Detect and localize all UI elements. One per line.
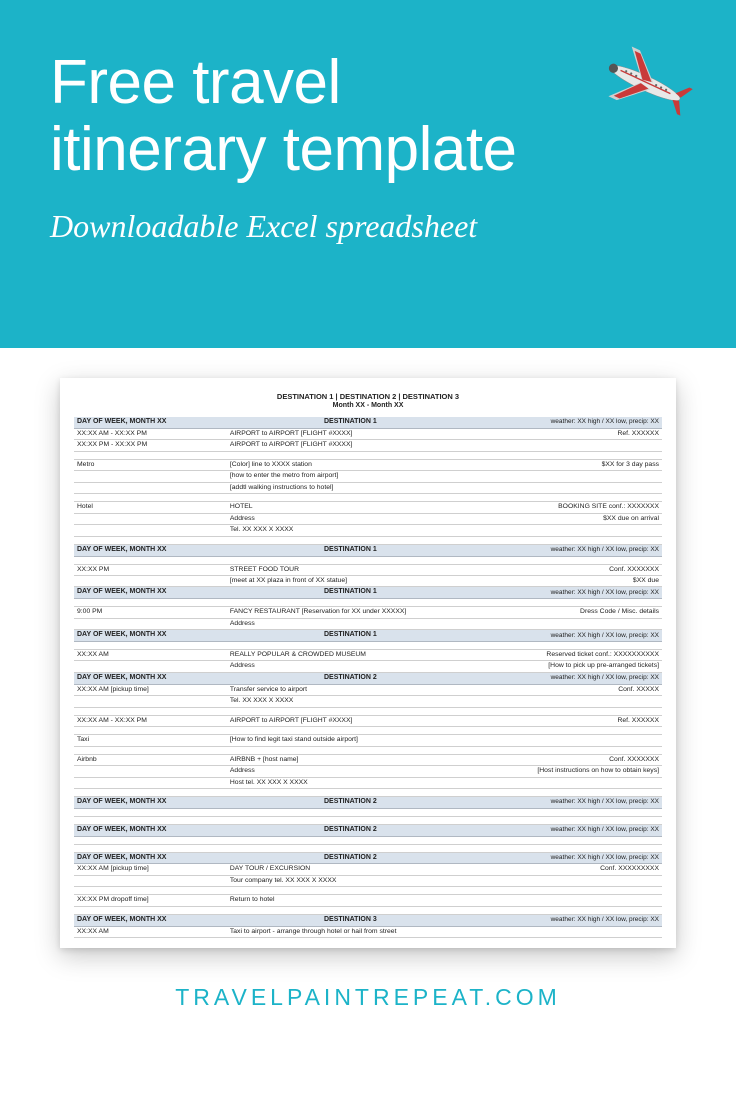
table-row: XX:XX PM dropoff time]Return to hotel (74, 895, 662, 906)
table-row: 9:00 PMFANCY RESTAURANT [Reservation for… (74, 607, 662, 618)
table-row: XX:XX AMREALLY POPULAR & CROWDED MUSEUMR… (74, 649, 662, 660)
table-row (74, 816, 662, 824)
airplane-icon (590, 28, 700, 138)
table-row (74, 789, 662, 797)
spreadsheet-preview: DESTINATION 1 | DESTINATION 2 | DESTINAT… (60, 378, 676, 948)
table-row (74, 707, 662, 715)
table-row (74, 836, 662, 844)
spreadsheet-container: DESTINATION 1 | DESTINATION 2 | DESTINAT… (0, 348, 736, 968)
table-row: AirbnbAIRBNB + [host name]Conf. XXXXXXX (74, 754, 662, 765)
table-row (74, 599, 662, 607)
footer-url: TRAVELPAINTREPEAT.COM (0, 968, 736, 1033)
table-row: DAY OF WEEK, MONTH XXDESTINATION 3weathe… (74, 914, 662, 926)
table-row: [how to enter the metro from airport] (74, 471, 662, 482)
table-row: Address$XX due on arrival (74, 513, 662, 524)
table-row (74, 746, 662, 754)
table-row: XX:XX AM [pickup time]DAY TOUR / EXCURSI… (74, 864, 662, 875)
table-row: XX:XX PMSTREET FOOD TOURConf. XXXXXXX (74, 564, 662, 575)
table-row: DAY OF WEEK, MONTH XXDESTINATION 1weathe… (74, 544, 662, 556)
table-row: DAY OF WEEK, MONTH XXDESTINATION 1weathe… (74, 587, 662, 599)
table-row: Taxi[How to find legit taxi stand outsid… (74, 735, 662, 746)
table-row (74, 727, 662, 735)
table-row: Address[How to pick up pre-arranged tick… (74, 661, 662, 672)
table-row (74, 844, 662, 852)
hero-banner: Free travel itinerary template Downloada… (0, 0, 736, 348)
table-row: XX:XX AM [pickup time]Transfer service t… (74, 684, 662, 695)
table-row (74, 494, 662, 502)
itinerary-table: DAY OF WEEK, MONTH XXDESTINATION 1weathe… (74, 417, 662, 938)
table-row: DAY OF WEEK, MONTH XXDESTINATION 1weathe… (74, 630, 662, 642)
sheet-title: DESTINATION 1 | DESTINATION 2 | DESTINAT… (74, 392, 662, 401)
table-row: Host tel. XX XXX X XXXX (74, 777, 662, 788)
table-row (74, 641, 662, 649)
table-row: Address[Host instructions on how to obta… (74, 766, 662, 777)
sheet-daterange: Month XX - Month XX (74, 402, 662, 411)
table-row: XX:XX AMTaxi to airport - arrange throug… (74, 926, 662, 937)
table-row (74, 906, 662, 914)
table-row (74, 808, 662, 816)
table-row (74, 451, 662, 459)
table-row (74, 556, 662, 564)
table-row: DAY OF WEEK, MONTH XXDESTINATION 2weathe… (74, 852, 662, 864)
hero-subtitle: Downloadable Excel spreadsheet (50, 208, 696, 245)
table-row: [addtl walking instructions to hotel] (74, 482, 662, 493)
table-row: DAY OF WEEK, MONTH XXDESTINATION 1weathe… (74, 417, 662, 428)
table-row: Tel. XX XXX X XXXX (74, 525, 662, 536)
table-row: HotelHOTELBOOKING SITE conf.: XXXXXXX (74, 502, 662, 513)
table-row: [meet at XX plaza in front of XX statue]… (74, 575, 662, 586)
table-row: Address (74, 618, 662, 629)
table-row: DAY OF WEEK, MONTH XXDESTINATION 2weathe… (74, 672, 662, 684)
table-row: XX:XX PM - XX:XX PMAIRPORT to AIRPORT [F… (74, 440, 662, 451)
table-row: Tel. XX XXX X XXXX (74, 696, 662, 707)
table-row: DAY OF WEEK, MONTH XXDESTINATION 2weathe… (74, 824, 662, 836)
table-row: DAY OF WEEK, MONTH XXDESTINATION 2weathe… (74, 797, 662, 809)
table-row: XX:XX AM - XX:XX PMAIRPORT to AIRPORT [F… (74, 428, 662, 439)
table-row (74, 536, 662, 544)
table-row: Tour company tel. XX XXX X XXXX (74, 875, 662, 886)
table-row (74, 887, 662, 895)
table-row: XX:XX AM - XX:XX PMAIRPORT to AIRPORT [F… (74, 715, 662, 726)
table-row: Metro[Color] line to XXXX station$XX for… (74, 459, 662, 470)
